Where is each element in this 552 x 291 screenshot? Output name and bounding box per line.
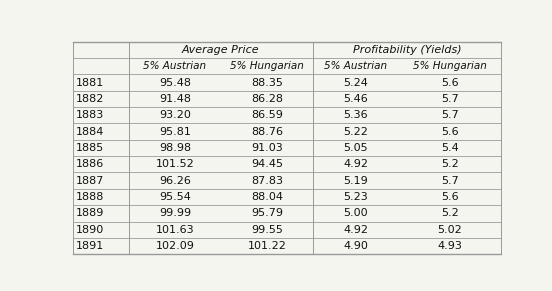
Text: 88.35: 88.35: [251, 77, 283, 88]
Text: 1884: 1884: [76, 127, 104, 136]
Text: 99.99: 99.99: [159, 208, 191, 218]
Text: 5.4: 5.4: [441, 143, 459, 153]
Text: 5.19: 5.19: [343, 176, 368, 186]
Text: 4.92: 4.92: [343, 159, 368, 169]
Text: 5.7: 5.7: [441, 110, 459, 120]
Text: 88.04: 88.04: [251, 192, 283, 202]
Text: 95.79: 95.79: [251, 208, 283, 218]
Text: 5.46: 5.46: [343, 94, 368, 104]
Text: 4.93: 4.93: [437, 241, 462, 251]
Text: 96.26: 96.26: [159, 176, 191, 186]
Text: 5.7: 5.7: [441, 176, 459, 186]
Text: 91.48: 91.48: [159, 94, 191, 104]
Text: 5% Austrian: 5% Austrian: [144, 61, 206, 71]
Text: 101.22: 101.22: [247, 241, 286, 251]
Text: 5.00: 5.00: [343, 208, 368, 218]
Text: 5.24: 5.24: [343, 77, 368, 88]
Text: 5% Austrian: 5% Austrian: [324, 61, 387, 71]
Text: 1891: 1891: [76, 241, 104, 251]
Text: 101.52: 101.52: [156, 159, 194, 169]
Text: 1887: 1887: [76, 176, 104, 186]
Text: Profitability (Yields): Profitability (Yields): [353, 45, 461, 55]
Text: 1882: 1882: [76, 94, 104, 104]
Text: 1889: 1889: [76, 208, 104, 218]
Text: 5.6: 5.6: [441, 192, 459, 202]
Text: 5.02: 5.02: [437, 225, 462, 235]
Text: 86.59: 86.59: [251, 110, 283, 120]
Text: 5.2: 5.2: [441, 208, 459, 218]
Text: 5.6: 5.6: [441, 127, 459, 136]
Text: 94.45: 94.45: [251, 159, 283, 169]
Text: 1885: 1885: [76, 143, 104, 153]
Text: 91.03: 91.03: [251, 143, 283, 153]
Text: 86.28: 86.28: [251, 94, 283, 104]
Text: 1886: 1886: [76, 159, 104, 169]
Text: 98.98: 98.98: [159, 143, 191, 153]
Text: 99.55: 99.55: [251, 225, 283, 235]
Text: 95.54: 95.54: [159, 192, 191, 202]
Text: 1888: 1888: [76, 192, 104, 202]
Text: 4.92: 4.92: [343, 225, 368, 235]
Text: 1890: 1890: [76, 225, 104, 235]
Text: 5% Hungarian: 5% Hungarian: [230, 61, 304, 71]
Text: 93.20: 93.20: [159, 110, 191, 120]
Text: 1881: 1881: [76, 77, 104, 88]
Text: 5% Hungarian: 5% Hungarian: [413, 61, 487, 71]
Text: 1883: 1883: [76, 110, 104, 120]
Text: 5.05: 5.05: [343, 143, 368, 153]
Text: 5.36: 5.36: [343, 110, 368, 120]
Text: 87.83: 87.83: [251, 176, 283, 186]
Text: 5.23: 5.23: [343, 192, 368, 202]
Text: 101.63: 101.63: [156, 225, 194, 235]
Text: 4.90: 4.90: [343, 241, 368, 251]
Text: 102.09: 102.09: [156, 241, 194, 251]
Text: 5.6: 5.6: [441, 77, 459, 88]
Text: Average Price: Average Price: [182, 45, 259, 55]
Text: 5.7: 5.7: [441, 94, 459, 104]
Text: 88.76: 88.76: [251, 127, 283, 136]
Text: 95.48: 95.48: [159, 77, 191, 88]
Text: 5.22: 5.22: [343, 127, 368, 136]
Text: 5.2: 5.2: [441, 159, 459, 169]
Text: 95.81: 95.81: [159, 127, 191, 136]
